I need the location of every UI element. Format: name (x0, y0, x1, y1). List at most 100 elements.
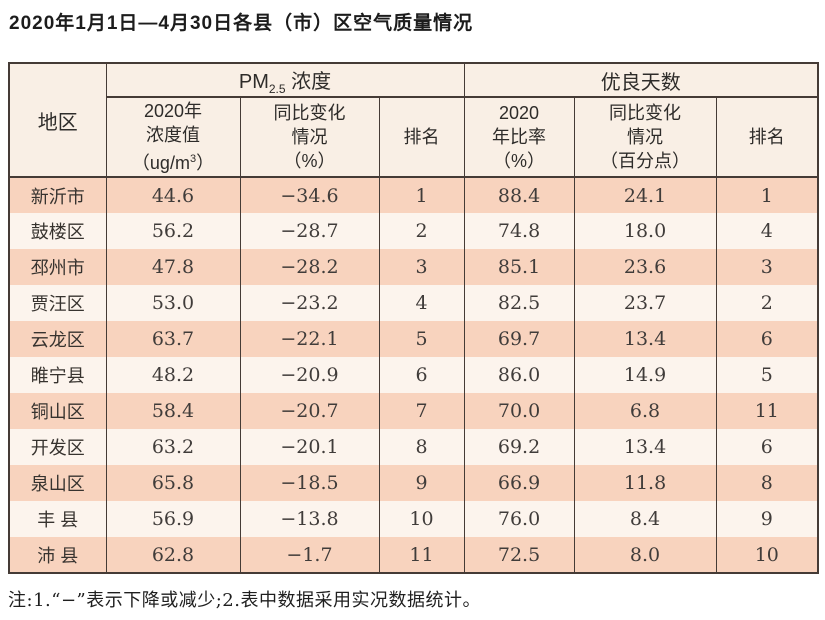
good-rate-cell: 69.2 (463, 429, 575, 465)
good-rank-cell: 6 (715, 321, 819, 357)
pm-change-cell: −28.2 (239, 249, 380, 285)
good-rank-cell: 6 (715, 429, 819, 465)
pm25-group-header: PM2.5 浓度 (105, 63, 465, 98)
unit-close: ） (196, 153, 215, 173)
pm-value-cell: 63.7 (105, 321, 241, 357)
good-change-cell: 11.8 (573, 465, 717, 501)
good-rank-cell: 10 (715, 537, 819, 573)
good-rank-cell: 5 (715, 357, 819, 393)
page-title: 2020年1月1日—4月30日各县（市）区空气质量情况 (9, 13, 474, 34)
header-line: 情况 (627, 127, 664, 147)
region-column-header: 地区 (8, 63, 107, 178)
region-cell: 开发区 (8, 429, 107, 465)
region-cell: 新沂市 (8, 177, 107, 213)
air-quality-table: 地区 PM2.5 浓度 优良天数 2020年 浓度值 （ug/m3） 同比变化 … (8, 62, 820, 574)
pm-subscript: 2.5 (268, 81, 286, 96)
good-rank-cell: 8 (715, 465, 819, 501)
pm-rank-cell: 9 (378, 465, 465, 501)
pm-rank-cell: 4 (378, 285, 465, 321)
good-rank-cell: 9 (715, 501, 819, 537)
region-cell: 云龙区 (8, 321, 107, 357)
header-group-row: 地区 PM2.5 浓度 优良天数 (8, 63, 819, 178)
good-rank-cell: 2 (715, 285, 819, 321)
pm-value-cell: 65.8 (105, 465, 241, 501)
table-row: 贾汪区 53.0 −23.2 4 82.5 23.7 2 (8, 285, 819, 321)
pm-rank-cell: 5 (378, 321, 465, 357)
good-rate-cell: 69.7 (463, 321, 575, 357)
table-row: 开发区 63.2 −20.1 8 69.2 13.4 6 (8, 429, 819, 465)
pm-change-cell: −20.9 (239, 357, 380, 393)
pm-value-cell: 53.0 (105, 285, 241, 321)
table-row: 沛 县 62.8 −1.7 11 72.5 8.0 10 (8, 537, 819, 573)
pm-change-cell: −13.8 (239, 501, 380, 537)
good-rate-column-header: 2020 年比率 （%） (463, 97, 575, 178)
header-line: 浓度值 (146, 125, 200, 145)
header-sub-row: 2020年 浓度值 （ug/m3） 同比变化 情况 （%） 排名 2020 年比… (9, 97, 819, 178)
region-cell: 睢宁县 (8, 357, 107, 393)
pm-rank-cell: 7 (378, 393, 465, 429)
good-rate-cell: 74.8 (463, 213, 575, 249)
header-line: 情况 (291, 127, 328, 147)
good-change-cell: 8.0 (573, 537, 717, 573)
table-row: 丰 县 56.9 −13.8 10 76.0 8.4 9 (8, 501, 819, 537)
region-cell: 丰 县 (8, 501, 107, 537)
good-rate-cell: 82.5 (463, 285, 575, 321)
good-change-cell: 6.8 (573, 393, 717, 429)
good-rate-cell: 66.9 (463, 465, 575, 501)
table-row: 睢宁县 48.2 −20.9 6 86.0 14.9 5 (8, 357, 819, 393)
pm-rank-column-header: 排名 (378, 97, 465, 178)
good-rank-cell: 3 (715, 249, 819, 285)
good-change-cell: 14.9 (573, 357, 717, 393)
table-row: 新沂市 44.6 −34.6 1 88.4 24.1 1 (8, 177, 819, 213)
good-rate-cell: 85.1 (463, 249, 575, 285)
pm-change-cell: −1.7 (239, 537, 380, 573)
pm-change-cell: −28.7 (239, 213, 380, 249)
unit-open: （ug/m (131, 153, 190, 173)
pm-change-column-header: 同比变化 情况 （%） (239, 97, 380, 178)
header-line: 同比变化 (273, 103, 346, 123)
pm-value-cell: 56.2 (105, 213, 241, 249)
pm-change-cell: −20.1 (239, 429, 380, 465)
good-change-cell: 8.4 (573, 501, 717, 537)
unit-superscript: 3 (189, 153, 197, 165)
footnote: 注:1.“−”表示下降或减少;2.表中数据采用实况数据统计。 (8, 590, 481, 611)
header-line: （%） (493, 151, 546, 171)
header-line: 2020 (498, 103, 540, 123)
header-line: 同比变化 (609, 103, 682, 123)
good-rank-column-header: 排名 (715, 97, 819, 178)
pm-label: PM (238, 70, 269, 93)
pm-value-cell: 47.8 (105, 249, 241, 285)
table-header: 地区 PM2.5 浓度 优良天数 2020年 浓度值 （ug/m3） 同比变化 … (8, 63, 819, 178)
pm-value-cell: 44.6 (105, 177, 241, 213)
header-line: （百分点） (600, 151, 691, 171)
region-cell: 沛 县 (8, 537, 107, 573)
pm-value-cell: 56.9 (105, 501, 241, 537)
header-line: （%） (283, 151, 336, 171)
region-cell: 鼓楼区 (8, 213, 107, 249)
good-rate-cell: 70.0 (463, 393, 575, 429)
pm-change-cell: −34.6 (239, 177, 380, 213)
good-rate-cell: 76.0 (463, 501, 575, 537)
good-rate-cell: 88.4 (463, 177, 575, 213)
header-line: 2020年 (143, 101, 203, 121)
pm-suffix: 浓度 (285, 70, 332, 93)
good-days-group-header: 优良天数 (463, 63, 819, 98)
good-change-cell: 23.7 (573, 285, 717, 321)
table-body: 新沂市 44.6 −34.6 1 88.4 24.1 1 鼓楼区 56.2 −28.7 2 74.8 1… (8, 177, 819, 573)
table-row: 邳州市 47.8 −28.2 3 85.1 23.6 3 (8, 249, 819, 285)
pm-change-cell: −18.5 (239, 465, 380, 501)
pm-rank-cell: 11 (378, 537, 465, 573)
good-change-column-header: 同比变化 情况 （百分点） (573, 97, 717, 178)
good-change-cell: 13.4 (573, 429, 717, 465)
pm-change-cell: −22.1 (239, 321, 380, 357)
pm-rank-cell: 6 (378, 357, 465, 393)
good-rank-cell: 11 (715, 393, 819, 429)
pm-rank-cell: 10 (378, 501, 465, 537)
region-cell: 泉山区 (8, 465, 107, 501)
pm-value-cell: 48.2 (105, 357, 241, 393)
pm-value-cell: 63.2 (105, 429, 241, 465)
pm-change-cell: −20.7 (239, 393, 380, 429)
pm-value-cell: 62.8 (105, 537, 241, 573)
pm-change-cell: −23.2 (239, 285, 380, 321)
